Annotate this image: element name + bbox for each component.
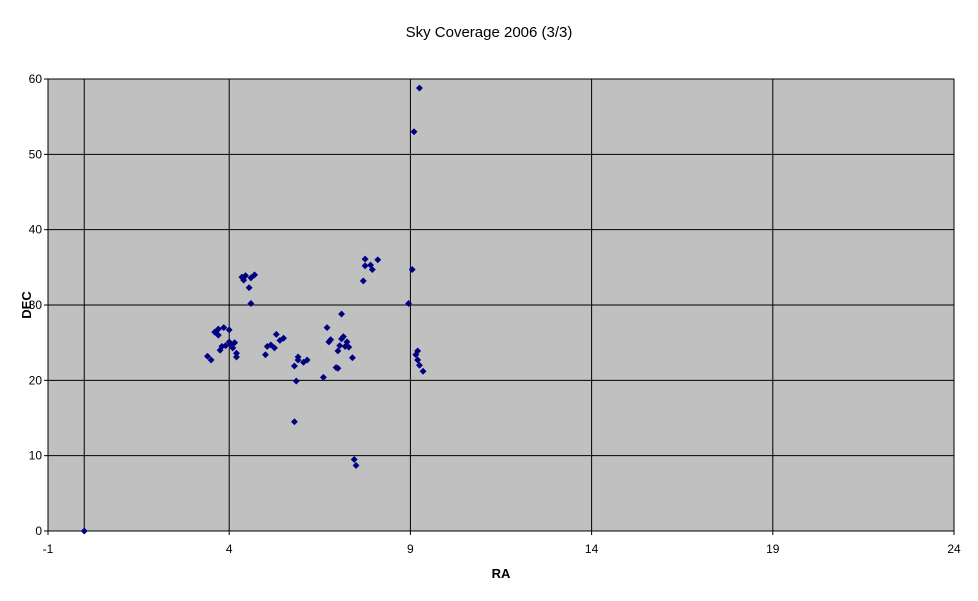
x-tick-label: 19 bbox=[766, 542, 780, 556]
x-tick-label: 9 bbox=[407, 542, 414, 556]
data-point bbox=[410, 128, 418, 136]
x-tick-label: 4 bbox=[226, 542, 233, 556]
data-point bbox=[405, 299, 413, 308]
data-point bbox=[245, 284, 253, 292]
data-point bbox=[303, 356, 311, 364]
data-point bbox=[343, 338, 351, 346]
data-points bbox=[80, 84, 427, 535]
data-point bbox=[415, 84, 424, 92]
data-point bbox=[272, 330, 280, 338]
data-point bbox=[290, 418, 298, 426]
y-tick-label: 10 bbox=[29, 449, 43, 463]
y-tick-label: 60 bbox=[29, 72, 43, 86]
data-point bbox=[336, 342, 344, 350]
data-point bbox=[229, 344, 237, 352]
data-point bbox=[345, 343, 353, 351]
data-point bbox=[348, 354, 356, 362]
data-point bbox=[207, 356, 215, 364]
data-point bbox=[339, 333, 347, 341]
data-point bbox=[214, 331, 222, 339]
data-point bbox=[368, 266, 376, 274]
x-tick-label: -1 bbox=[43, 542, 54, 556]
data-point bbox=[203, 352, 212, 360]
data-point bbox=[352, 461, 360, 470]
y-axis-label: DEC bbox=[19, 291, 34, 319]
data-point bbox=[222, 342, 230, 350]
y-tick-label: 0 bbox=[35, 524, 42, 538]
data-point bbox=[232, 353, 241, 361]
data-point bbox=[80, 527, 88, 535]
y-tick-label: 30 bbox=[29, 298, 43, 312]
data-point bbox=[414, 347, 422, 355]
data-point bbox=[334, 364, 342, 372]
data-point bbox=[251, 271, 259, 279]
data-point bbox=[290, 362, 298, 370]
data-point bbox=[359, 277, 367, 285]
data-point bbox=[261, 351, 269, 359]
data-point bbox=[241, 272, 250, 280]
y-tick-label: 50 bbox=[29, 147, 43, 161]
data-point bbox=[415, 361, 424, 369]
data-point bbox=[280, 334, 288, 342]
data-point bbox=[419, 367, 427, 375]
data-point bbox=[414, 356, 422, 364]
data-point bbox=[374, 256, 382, 264]
data-point bbox=[220, 324, 228, 332]
chart-title: Sky Coverage 2006 (3/3) bbox=[406, 24, 573, 41]
data-point bbox=[350, 455, 358, 463]
data-point bbox=[270, 344, 279, 352]
data-point bbox=[247, 299, 255, 308]
tick-labels: 0 10 20 30 40 50 60 -1 4 9 14 19 24 bbox=[29, 72, 961, 556]
x-tick-label: 14 bbox=[585, 542, 599, 556]
y-tick-label: 40 bbox=[29, 223, 43, 237]
y-tick-label: 20 bbox=[29, 373, 43, 387]
data-point bbox=[294, 353, 302, 361]
data-point bbox=[225, 326, 233, 334]
x-axis-label: RA bbox=[492, 566, 511, 581]
data-point bbox=[337, 310, 346, 318]
data-point bbox=[334, 347, 342, 355]
data-point bbox=[361, 262, 369, 270]
data-point bbox=[319, 373, 327, 381]
data-point bbox=[231, 339, 239, 347]
data-point bbox=[323, 324, 331, 332]
data-point bbox=[327, 336, 335, 344]
x-tick-label: 24 bbox=[947, 542, 961, 556]
data-point bbox=[292, 377, 300, 385]
data-point bbox=[408, 266, 416, 274]
data-point bbox=[361, 255, 369, 263]
